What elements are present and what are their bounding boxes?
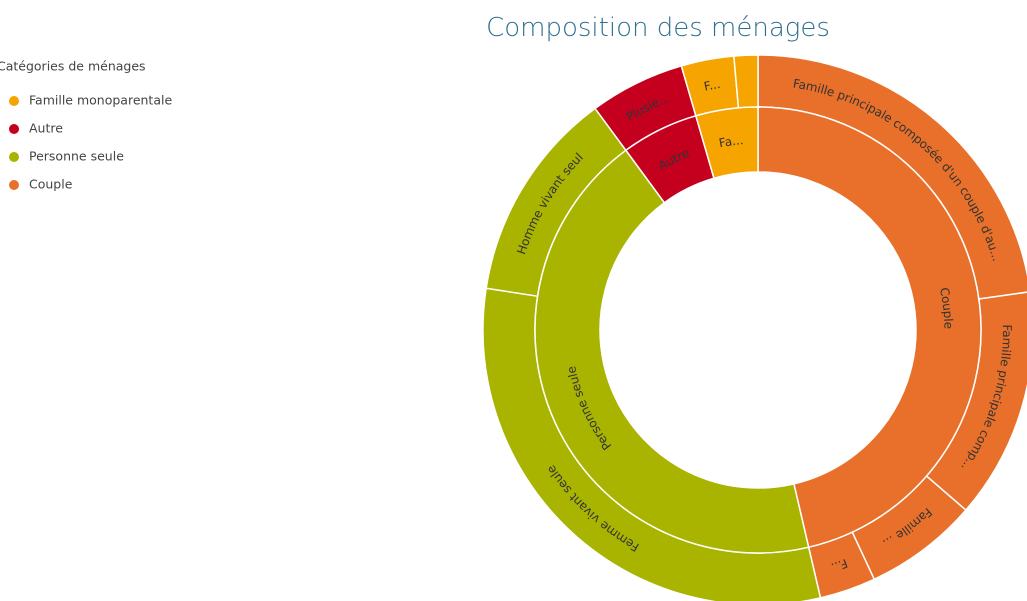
chart-title: Composition des ménages: [486, 13, 830, 43]
legend-label: Couple: [29, 177, 73, 192]
legend-label: Famille monoparentale: [29, 93, 172, 108]
segment-label-path: Couple: [937, 286, 956, 329]
segment-label: Couple: [937, 286, 956, 329]
inner-segment: [757, 106, 982, 549]
segment-label: F...: [703, 76, 722, 93]
legend-swatch: [9, 96, 19, 106]
outer-segment: [482, 287, 822, 601]
legend-swatch: [9, 180, 19, 190]
segment-label-path: F...: [703, 76, 722, 93]
segment-label: Fa...: [718, 133, 744, 150]
legend-swatch: [9, 152, 19, 162]
inner-segment: [694, 106, 759, 180]
legend-label: Personne seule: [29, 149, 124, 164]
outer-segment: [733, 54, 759, 109]
legend-swatch: [9, 124, 19, 134]
legend-label: Autre: [29, 121, 63, 136]
legend-title: Catégories de ménages: [0, 59, 146, 74]
inner-segment: [534, 149, 810, 554]
segment-label-path: Fa...: [718, 133, 744, 150]
